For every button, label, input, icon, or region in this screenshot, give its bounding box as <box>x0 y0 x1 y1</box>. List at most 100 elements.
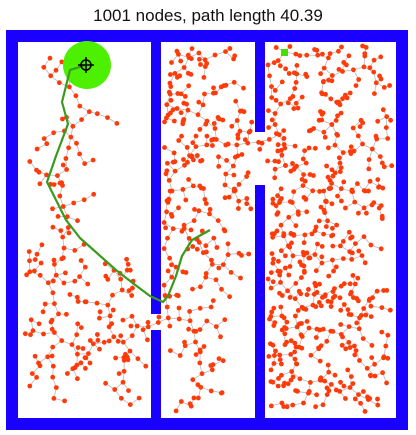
tree-node <box>326 55 331 61</box>
tree-node <box>383 125 389 130</box>
tree-node <box>170 226 176 232</box>
tree-node <box>277 272 283 278</box>
tree-node <box>300 183 306 189</box>
tree-node <box>75 218 80 224</box>
tree-node <box>272 166 278 172</box>
tree-node <box>324 392 330 397</box>
tree-node <box>321 188 327 194</box>
tree-node <box>301 240 307 246</box>
wall-left <box>6 30 18 430</box>
tree-node <box>101 339 107 345</box>
tree-node <box>41 136 47 142</box>
tree-node <box>366 157 372 163</box>
tree-node <box>304 209 310 215</box>
tree-node <box>87 360 93 366</box>
tree-node <box>339 198 344 204</box>
tree-node <box>265 158 270 164</box>
tree-node <box>335 113 340 119</box>
tree-node <box>209 367 215 373</box>
tree-node <box>128 323 134 329</box>
tree-node <box>75 376 80 382</box>
tree-node <box>90 341 96 347</box>
tree-node <box>60 204 66 209</box>
tree-node <box>181 157 186 162</box>
tree-node <box>197 347 203 353</box>
tree-node <box>363 312 369 318</box>
tree-node <box>245 140 251 146</box>
tree-node <box>338 165 344 171</box>
tree-node <box>193 329 199 334</box>
tree-node <box>26 249 32 255</box>
tree-node <box>32 353 38 359</box>
tree-node <box>176 205 181 211</box>
tree-node <box>145 337 150 343</box>
tree-node <box>287 199 293 205</box>
tree-node <box>346 53 352 59</box>
tree-node <box>330 173 336 179</box>
tree-node <box>90 157 96 163</box>
tree-node <box>235 132 241 138</box>
tree-node <box>274 212 280 217</box>
tree-node <box>322 134 328 140</box>
tree-node <box>354 320 360 326</box>
tree-node <box>380 370 385 376</box>
tree-node <box>49 326 55 332</box>
tree-node <box>165 268 171 274</box>
tree-node <box>77 151 82 157</box>
tree-node <box>373 80 379 86</box>
tree-node <box>176 305 182 311</box>
tree-node <box>191 395 197 401</box>
tree-node <box>178 58 184 64</box>
tree-node <box>373 133 379 139</box>
tree-node <box>78 360 84 366</box>
tree-node <box>356 248 362 254</box>
tree-node <box>129 313 135 319</box>
tree-node <box>226 194 232 200</box>
tree-node <box>169 214 175 219</box>
tree-node <box>186 236 192 241</box>
tree-node <box>318 204 324 210</box>
tree-node <box>296 212 301 217</box>
tree-node <box>176 316 182 322</box>
tree-node <box>136 395 142 401</box>
tree-node <box>127 348 133 354</box>
tree-node <box>338 110 344 116</box>
tree-node <box>118 276 124 282</box>
tree-node <box>269 231 275 237</box>
tree-node <box>57 193 63 199</box>
tree-node <box>220 262 226 267</box>
tree-node <box>301 268 307 274</box>
tree-node <box>24 272 29 278</box>
tree-node <box>353 83 359 88</box>
tree-node <box>369 202 375 208</box>
tree-node <box>306 128 312 134</box>
tree-node <box>34 251 40 257</box>
tree-node <box>165 235 170 241</box>
tree-node <box>303 160 309 166</box>
tree-node <box>350 273 356 278</box>
tree-node <box>113 355 118 361</box>
tree-node <box>272 88 278 93</box>
tree-node <box>222 195 228 201</box>
tree-node <box>337 295 343 301</box>
tree-node <box>225 141 231 147</box>
tree-node <box>293 313 298 319</box>
tree-node <box>73 93 79 99</box>
tree-node <box>204 249 209 255</box>
tree-node <box>134 323 140 329</box>
tree-node <box>44 172 49 178</box>
tree-node <box>64 311 69 317</box>
tree-node <box>341 179 347 185</box>
tree-node <box>303 196 309 202</box>
tree-node <box>245 170 251 176</box>
tree-node <box>173 408 179 414</box>
tree-node <box>333 264 339 270</box>
tree-node <box>183 197 189 203</box>
tree-node <box>336 48 341 54</box>
maze-walls <box>6 30 408 430</box>
tree-node <box>301 400 306 406</box>
tree-node <box>345 307 351 313</box>
tree-node <box>63 270 68 276</box>
tree-node <box>330 329 336 334</box>
tree-node <box>236 206 241 211</box>
